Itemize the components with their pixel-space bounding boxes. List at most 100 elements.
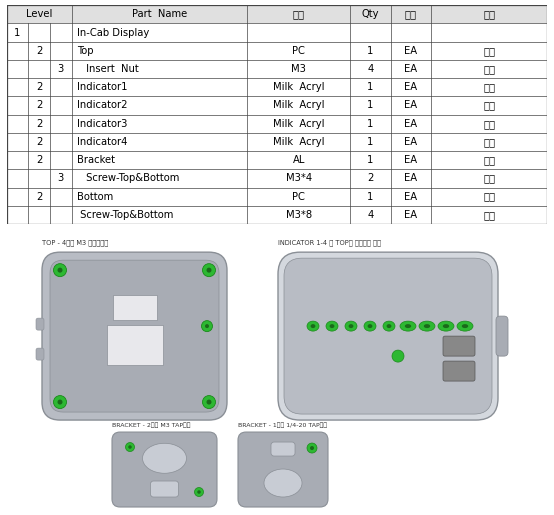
Text: 2: 2: [36, 82, 42, 92]
Ellipse shape: [205, 324, 209, 328]
Ellipse shape: [307, 443, 317, 453]
Text: 3: 3: [58, 64, 64, 74]
Text: EA: EA: [404, 210, 417, 220]
Text: 2: 2: [36, 100, 42, 111]
Text: EA: EA: [404, 118, 417, 129]
Text: In-Cab Display: In-Cab Display: [77, 27, 149, 38]
Text: Level: Level: [26, 9, 52, 19]
Ellipse shape: [348, 324, 353, 328]
FancyBboxPatch shape: [284, 258, 492, 414]
Ellipse shape: [424, 324, 430, 328]
Ellipse shape: [311, 324, 315, 328]
Text: PC: PC: [292, 46, 305, 56]
Text: Milk  Acryl: Milk Acryl: [273, 100, 325, 111]
Text: 1: 1: [367, 192, 373, 202]
Ellipse shape: [203, 264, 216, 277]
FancyBboxPatch shape: [112, 432, 217, 507]
Text: 구매: 구매: [483, 64, 495, 74]
Text: Indicator1: Indicator1: [77, 82, 127, 92]
Ellipse shape: [462, 324, 468, 328]
FancyBboxPatch shape: [42, 252, 227, 420]
FancyBboxPatch shape: [106, 325, 162, 365]
Text: 구매: 구매: [483, 174, 495, 183]
FancyBboxPatch shape: [151, 481, 178, 497]
Text: EA: EA: [404, 155, 417, 165]
Text: 2: 2: [36, 137, 42, 147]
Text: 1: 1: [367, 46, 373, 56]
Text: 비고: 비고: [483, 9, 495, 19]
Text: 가공: 가공: [483, 137, 495, 147]
Ellipse shape: [400, 321, 416, 331]
FancyBboxPatch shape: [271, 442, 295, 456]
Text: 2: 2: [36, 192, 42, 202]
Text: Top: Top: [77, 46, 94, 56]
Ellipse shape: [142, 443, 187, 473]
Text: 가공: 가공: [483, 118, 495, 129]
Text: Bracket: Bracket: [77, 155, 115, 165]
Ellipse shape: [207, 268, 212, 272]
Text: M3*4: M3*4: [285, 174, 312, 183]
Text: 가공: 가공: [483, 82, 495, 92]
Text: EA: EA: [404, 82, 417, 92]
Ellipse shape: [330, 324, 335, 328]
Text: 1: 1: [367, 100, 373, 111]
Ellipse shape: [128, 445, 132, 449]
Text: 규격: 규격: [293, 9, 305, 19]
Text: M3: M3: [291, 64, 306, 74]
Ellipse shape: [438, 321, 454, 331]
Ellipse shape: [310, 446, 314, 450]
Text: EA: EA: [404, 46, 417, 56]
Ellipse shape: [345, 321, 357, 331]
Text: Milk  Acryl: Milk Acryl: [273, 118, 325, 129]
Text: TOP - 4개소 M3 인서트너트: TOP - 4개소 M3 인서트너트: [42, 239, 108, 246]
Ellipse shape: [197, 490, 201, 494]
FancyBboxPatch shape: [36, 318, 44, 330]
Text: 3: 3: [58, 174, 64, 183]
Ellipse shape: [126, 442, 135, 452]
FancyBboxPatch shape: [238, 432, 328, 507]
Text: Milk  Acryl: Milk Acryl: [273, 82, 325, 92]
Text: 1: 1: [367, 137, 373, 147]
Text: Milk  Acryl: Milk Acryl: [273, 137, 325, 147]
Text: M3*8: M3*8: [285, 210, 312, 220]
Text: BRACKET - 1개소 1/4-20 TAP가공: BRACKET - 1개소 1/4-20 TAP가공: [238, 422, 327, 428]
Text: 1: 1: [14, 27, 20, 38]
FancyBboxPatch shape: [443, 361, 475, 381]
Text: 단위: 단위: [405, 9, 417, 19]
Ellipse shape: [203, 396, 216, 408]
Text: 2: 2: [36, 118, 42, 129]
Ellipse shape: [207, 400, 212, 405]
Ellipse shape: [194, 488, 203, 496]
FancyBboxPatch shape: [50, 260, 219, 412]
Ellipse shape: [387, 324, 391, 328]
Text: 가공: 가공: [483, 100, 495, 111]
Text: 2: 2: [36, 46, 42, 56]
Ellipse shape: [54, 396, 66, 408]
Text: Qty: Qty: [362, 9, 379, 19]
Text: BRACKET - 2개소 M3 TAP가공: BRACKET - 2개소 M3 TAP가공: [112, 422, 191, 428]
Ellipse shape: [264, 469, 302, 497]
Text: Screw-Top&Bottom: Screw-Top&Bottom: [77, 210, 173, 220]
FancyBboxPatch shape: [496, 316, 508, 356]
Ellipse shape: [405, 324, 411, 328]
Text: EA: EA: [404, 100, 417, 111]
FancyBboxPatch shape: [443, 336, 475, 356]
Text: Screw-Top&Bottom: Screw-Top&Bottom: [84, 174, 180, 183]
Ellipse shape: [58, 400, 63, 405]
Text: EA: EA: [404, 174, 417, 183]
Text: INDICATOR 1-4 의 TOP에 위치지정 맞춤: INDICATOR 1-4 의 TOP에 위치지정 맞춤: [278, 239, 381, 246]
Ellipse shape: [457, 321, 473, 331]
Text: 1: 1: [367, 118, 373, 129]
Text: Indicator3: Indicator3: [77, 118, 127, 129]
Text: PC: PC: [292, 192, 305, 202]
Text: EA: EA: [404, 192, 417, 202]
Ellipse shape: [326, 321, 338, 331]
Text: 2: 2: [36, 155, 42, 165]
FancyBboxPatch shape: [278, 252, 498, 420]
Text: 2: 2: [367, 174, 373, 183]
Text: 구매: 구매: [483, 210, 495, 220]
FancyBboxPatch shape: [112, 295, 156, 320]
Ellipse shape: [392, 350, 404, 362]
Text: Bottom: Bottom: [77, 192, 113, 202]
Ellipse shape: [419, 321, 435, 331]
